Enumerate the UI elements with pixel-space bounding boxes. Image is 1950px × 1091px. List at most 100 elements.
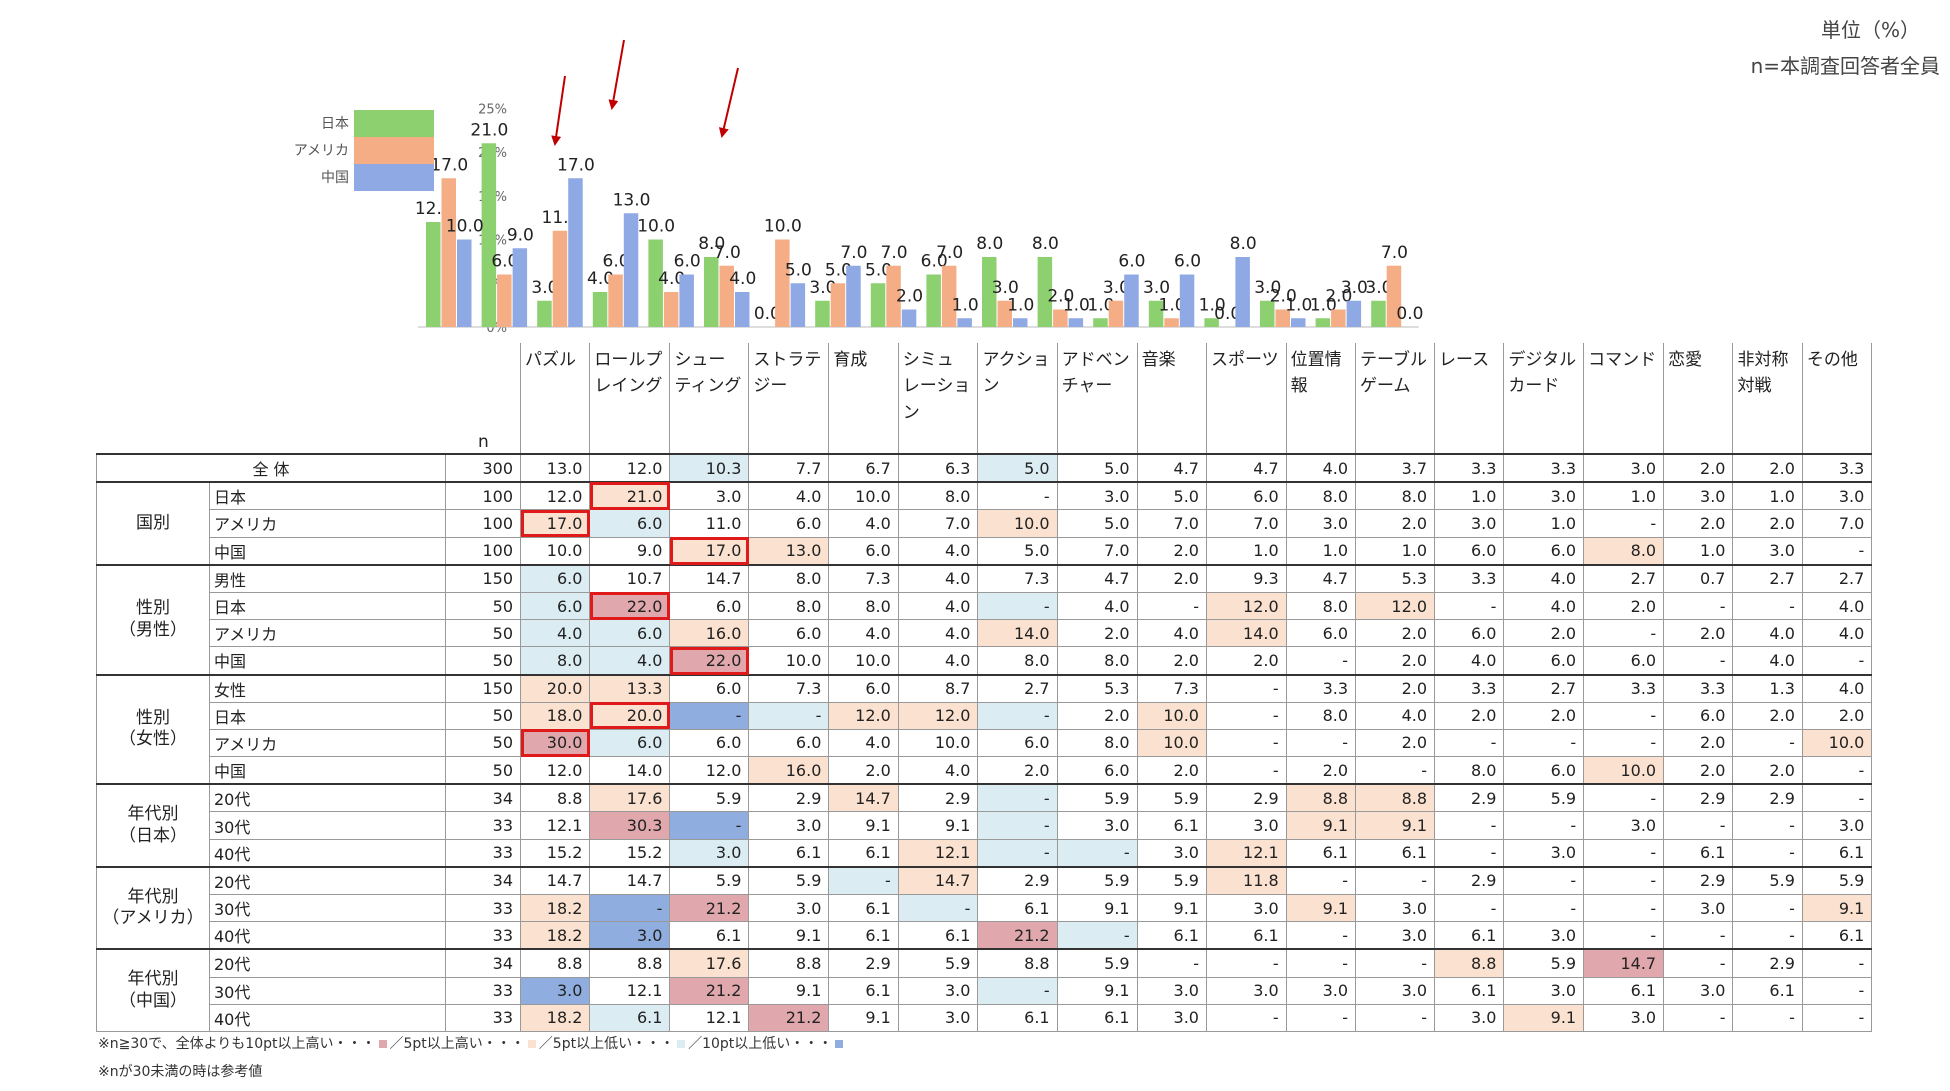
value-cell: 21.0 [589, 481, 671, 511]
category-header: レース [1434, 343, 1505, 455]
value-cell: 3.0 [748, 811, 830, 840]
row-label: アメリカ [209, 509, 446, 538]
value-cell: 5.9 [1136, 865, 1207, 895]
bar [1386, 265, 1402, 327]
value-cell: - [1285, 921, 1357, 950]
bar [846, 265, 861, 327]
value-cell: 13.0 [748, 536, 830, 566]
group-label-line: （男性） [119, 619, 187, 640]
value-cell: - [1732, 1003, 1803, 1032]
value-cell: 6.1 [897, 921, 979, 950]
n-cell: 34 [445, 865, 521, 895]
group-label: 性別 （男性） [96, 563, 210, 675]
data-label: 8.0 [698, 234, 725, 254]
value-cell: - [1285, 1003, 1357, 1032]
sample-note: n=本調査回答者全員 [1750, 54, 1940, 78]
value-cell: 9.1 [1136, 893, 1207, 923]
value-cell: 3.0 [1285, 509, 1357, 538]
value-cell: 5.0 [1136, 481, 1207, 511]
value-cell: 2.9 [977, 865, 1058, 895]
value-cell: 9.1 [1801, 893, 1873, 923]
category-header-line: カード [1508, 376, 1560, 397]
n-cell: 33 [445, 838, 521, 868]
value-cell: 14.7 [897, 865, 979, 895]
value-cell: 3.7 [1355, 452, 1436, 483]
bar [623, 213, 639, 327]
value-cell: 2.0 [1285, 756, 1357, 785]
value-cell: 3.0 [1801, 481, 1873, 511]
value-cell: 2.7 [1801, 563, 1873, 593]
value-cell: 2.9 [1732, 783, 1803, 813]
value-cell: 12.0 [1205, 591, 1287, 621]
value-cell: 12.1 [1205, 838, 1287, 868]
value-cell: - [1583, 728, 1665, 758]
value-cell: 18.2 [519, 1003, 591, 1032]
value-cell: 8.8 [748, 948, 830, 978]
value-cell: 6.0 [1285, 619, 1357, 648]
value-cell: 3.0 [1136, 1003, 1207, 1032]
category-header-line: レーショ [902, 376, 971, 397]
value-cell: 8.8 [977, 948, 1058, 978]
value-cell: - [977, 783, 1058, 813]
value-cell: 9.1 [748, 976, 830, 1005]
value-cell: 5.0 [1056, 452, 1138, 483]
value-cell: 6.1 [828, 921, 899, 950]
value-cell: 12.0 [589, 452, 671, 483]
value-cell: 9.1 [1503, 1003, 1585, 1032]
value-cell: 4.0 [589, 646, 671, 675]
bar [704, 257, 719, 327]
value-cell: 5.3 [1056, 673, 1138, 703]
value-cell: 2.0 [1503, 701, 1585, 730]
color-legend-t1: ／5pt以上高い・・・ [389, 1036, 525, 1052]
value-cell: 5.9 [897, 948, 979, 978]
n-cell: 100 [445, 536, 521, 566]
value-cell: 3.3 [1285, 673, 1357, 703]
value-cell: 8.8 [1434, 948, 1505, 978]
value-cell: 6.0 [748, 728, 830, 758]
value-cell: 8.0 [828, 591, 899, 621]
value-cell: - [1801, 1003, 1873, 1032]
group-label-line: （中国） [119, 990, 187, 1011]
value-cell: 6.7 [828, 452, 899, 483]
data-label: 3.0 [1254, 278, 1281, 298]
row-label: 40代 [209, 838, 446, 868]
value-cell: 8.0 [1285, 481, 1357, 511]
value-cell: 6.0 [1434, 536, 1505, 566]
value-cell: 2.9 [1205, 783, 1287, 813]
bar [997, 300, 1012, 327]
value-cell: - [1285, 865, 1357, 895]
bar [663, 292, 679, 327]
n-cell: 150 [445, 563, 521, 593]
value-cell: 4.0 [828, 509, 899, 538]
value-cell: 12.0 [1355, 591, 1436, 621]
group-label: 年代別 （日本） [96, 783, 210, 868]
value-cell: 9.1 [1285, 811, 1357, 840]
value-cell: 10.0 [977, 509, 1058, 538]
value-cell: 3.0 [1136, 838, 1207, 868]
category-header-line: 非対称 [1737, 350, 1789, 370]
value-cell: 16.0 [748, 756, 830, 785]
value-cell: 11.0 [669, 509, 750, 538]
category-header-line: 音楽 [1141, 350, 1176, 370]
value-cell: 1.0 [1285, 536, 1357, 566]
value-cell: - [977, 481, 1058, 511]
value-cell: 6.1 [1355, 838, 1436, 868]
group-label-line: （女性） [119, 729, 187, 750]
row-label: 中国 [209, 646, 446, 675]
value-cell: 3.0 [1285, 976, 1357, 1005]
value-cell: 6.1 [977, 1003, 1058, 1032]
value-cell: 6.1 [1205, 921, 1287, 950]
value-cell: 11.8 [1205, 865, 1287, 895]
value-cell: 21.2 [748, 1003, 830, 1032]
value-cell: 6.1 [1056, 1003, 1138, 1032]
data-row: 年代別 （アメリカ） 20代 34 14.7 14.7 5.9 5.9-14.7 2.9 5.9 5… [96, 865, 1873, 950]
bar [886, 265, 901, 327]
value-cell: 17.6 [589, 783, 671, 813]
data-label: 10.0 [446, 217, 484, 237]
value-cell: - [1732, 921, 1803, 950]
value-cell: 2.0 [1355, 646, 1436, 675]
value-cell: - [1801, 976, 1873, 1005]
value-cell: 6.1 [828, 893, 899, 923]
data-label: 1.0 [1285, 295, 1312, 315]
row-label: 日本 [209, 591, 446, 621]
